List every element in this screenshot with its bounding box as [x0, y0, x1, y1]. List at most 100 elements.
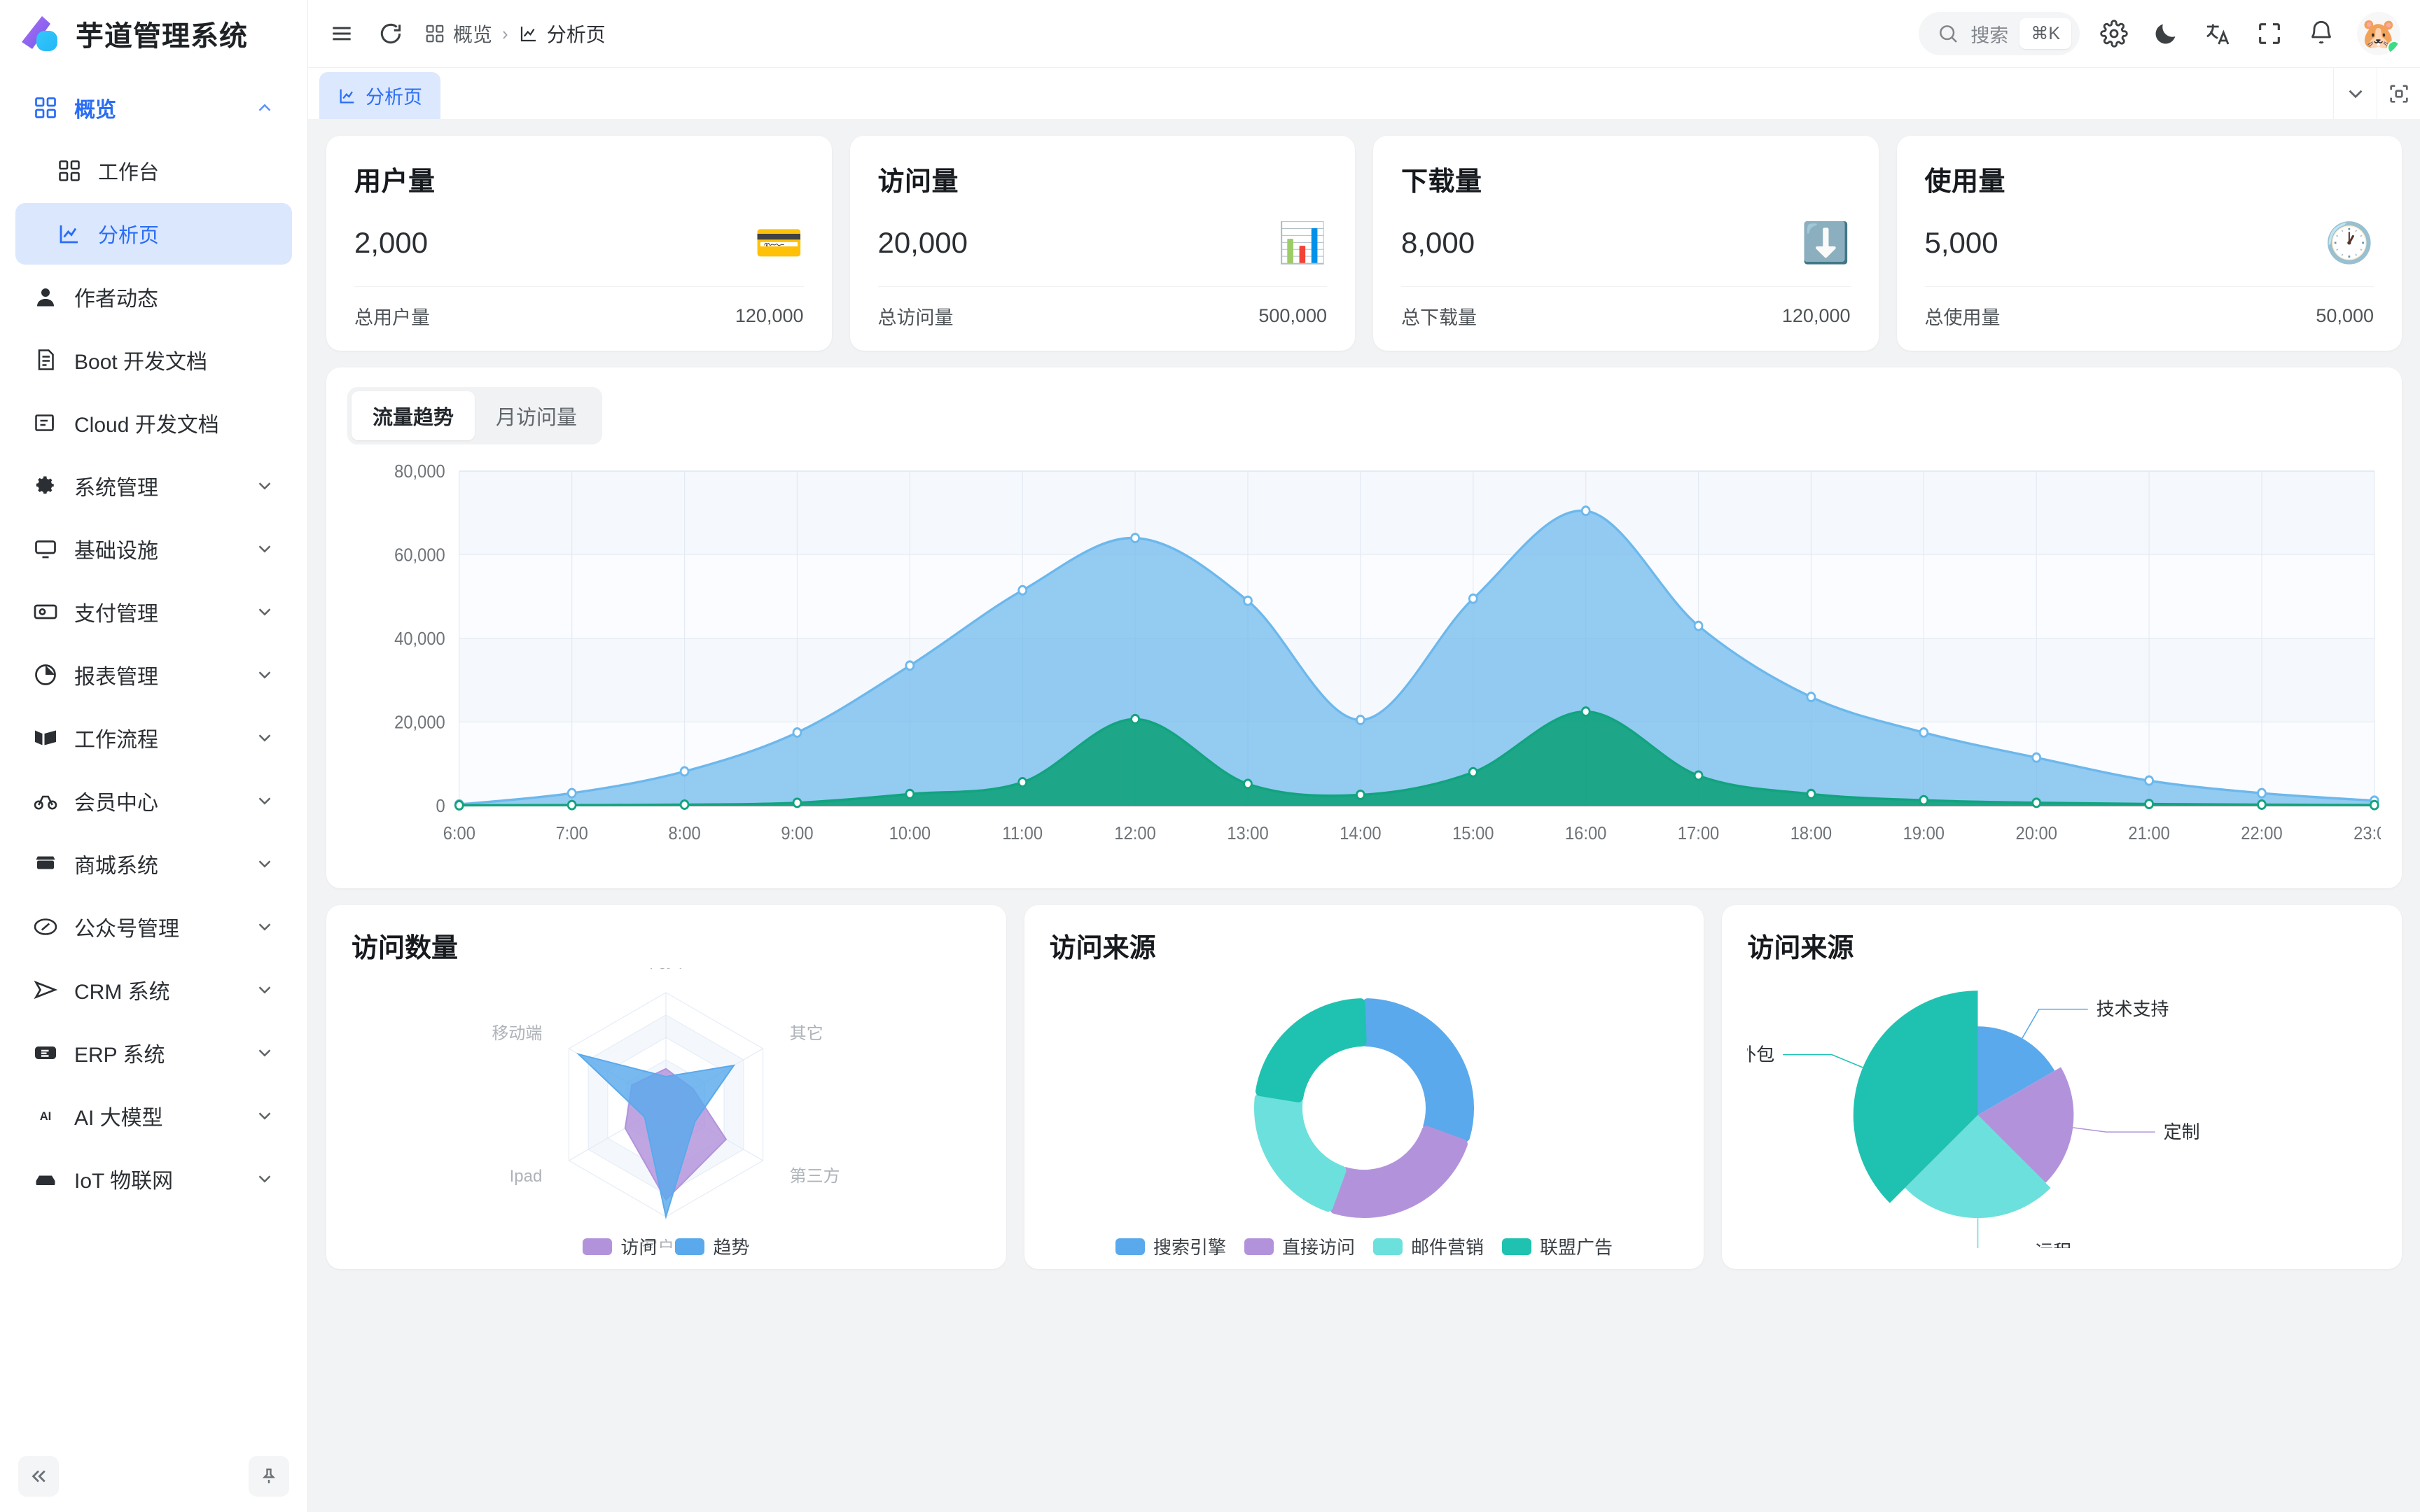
stat-title: 下载量 [1401, 167, 1482, 197]
sidebar-item-analysis[interactable]: 分析页 [15, 203, 292, 265]
sidebar-item-mall[interactable]: 商城系统 [15, 833, 292, 895]
rose-chart: 技术支持定制远程 外包 [1747, 965, 2377, 1252]
sidebar-item-infrastructure[interactable]: 基础设施 [15, 518, 292, 580]
svg-text:17:00: 17:00 [1678, 823, 1719, 844]
legend-label: 搜索引擎 [1153, 1237, 1226, 1258]
collapse-sidebar-button[interactable] [18, 1456, 59, 1497]
legend-swatch [675, 1238, 705, 1255]
breadcrumb-item-analysis[interactable]: 分析页 [518, 20, 606, 48]
stat-foot-value: 120,000 [735, 305, 804, 326]
sidebar-item-author[interactable]: 作者动态 [15, 266, 292, 328]
chevron-down-icon[interactable] [254, 979, 275, 1000]
moon-icon[interactable] [2150, 18, 2182, 50]
stat-value: 2,000 [354, 226, 429, 259]
refresh-icon[interactable] [375, 18, 406, 49]
tab-analysis[interactable]: 分析页 [319, 72, 440, 119]
chart-icon [340, 89, 354, 103]
sidebar-item-label: 会员中心 [74, 792, 158, 815]
sidebar-item-workflow[interactable]: 工作流程 [15, 707, 292, 769]
money-icon [32, 598, 59, 625]
monitor-icon [32, 536, 59, 562]
sidebar-item-crm[interactable]: CRM 系统 [15, 959, 292, 1021]
sidebar-item-ai[interactable]: AI AI 大模型 [15, 1085, 292, 1147]
sidebar-item-cloud-docs[interactable]: Cloud 开发文档 [15, 392, 292, 454]
donut-chart-card: 访问来源 搜索引擎 直接访问 [1024, 905, 1704, 1269]
sidebar-item-overview[interactable]: 概览 [15, 77, 292, 139]
sidebar-item-label: 分析页 [98, 225, 160, 247]
sidebar-item-workbench[interactable]: 工作台 [15, 140, 292, 202]
svg-text:第三方: 第三方 [790, 1167, 840, 1186]
legend-item[interactable]: 邮件营销 [1373, 1233, 1484, 1259]
hamburger-icon[interactable] [326, 18, 357, 49]
radar-chart: 网页其它第三方客户端Ipad移动端 [352, 965, 981, 1252]
donut-legend: 搜索引擎 直接访问 邮件营销 联盟广告 [1024, 1233, 1704, 1259]
svg-text:20:00: 20:00 [2016, 823, 2057, 844]
sidebar-item-member[interactable]: 会员中心 [15, 770, 292, 832]
maximize-icon[interactable] [2377, 68, 2420, 119]
bottom-cards-row: 访问数量 网页其它第三方客户端Ipad移动端 访问 趋势 [326, 905, 2402, 1269]
svg-text:定制: 定制 [2164, 1121, 2200, 1142]
main-area: 概览 › 分析页 搜索 ⌘K [308, 0, 2420, 1512]
fullscreen-icon[interactable] [2253, 18, 2286, 50]
sidebar-item-boot-docs[interactable]: Boot 开发文档 [15, 329, 292, 391]
svg-text:技术支持: 技术支持 [2096, 999, 2169, 1020]
svg-text:12:00: 12:00 [1114, 823, 1155, 844]
legend-item[interactable]: 直接访问 [1244, 1233, 1355, 1259]
brand[interactable]: 芋道管理系统 [0, 0, 307, 67]
chevron-down-icon[interactable] [254, 475, 275, 496]
legend-swatch [1502, 1238, 1532, 1255]
chevron-down-icon[interactable] [254, 853, 275, 874]
legend-item[interactable]: 联盟广告 [1502, 1233, 1613, 1259]
legend-swatch [583, 1238, 613, 1255]
svg-text:23:00: 23:00 [2353, 823, 2381, 844]
svg-text:Ipad: Ipad [510, 1167, 543, 1186]
credit-card-icon: 💳 [754, 220, 804, 265]
sidebar-item-report[interactable]: 报表管理 [15, 644, 292, 706]
svg-text:18:00: 18:00 [1790, 823, 1832, 844]
avatar[interactable]: 🐹 [2357, 12, 2400, 55]
sidebar-item-label: ERP 系统 [74, 1044, 165, 1067]
legend-item[interactable]: 搜索引擎 [1115, 1233, 1226, 1259]
gear-icon[interactable] [2098, 18, 2130, 50]
legend-item[interactable]: 趋势 [675, 1233, 749, 1259]
breadcrumb-item-overview[interactable]: 概览 [424, 20, 492, 48]
chevron-down-icon[interactable] [254, 727, 275, 748]
sidebar-item-system[interactable]: 系统管理 [15, 455, 292, 517]
tab-monthly-visits[interactable]: 月访问量 [496, 407, 578, 429]
search-placeholder: 搜索 [1970, 24, 2009, 46]
clock-icon: 🕐 [2325, 220, 2374, 265]
chevron-down-icon[interactable] [254, 1105, 275, 1126]
chevron-up-icon[interactable] [254, 97, 275, 118]
chevron-down-icon[interactable] [254, 1168, 275, 1189]
legend-item[interactable]: 访问 [583, 1233, 657, 1259]
chevron-down-icon[interactable] [254, 1042, 275, 1063]
erp-icon [32, 1040, 59, 1066]
svg-text:60,000: 60,000 [394, 545, 445, 566]
sidebar-item-payment[interactable]: 支付管理 [15, 581, 292, 643]
tab-traffic-trend[interactable]: 流量趋势 [352, 391, 475, 440]
chevron-down-icon[interactable] [254, 664, 275, 685]
search-input[interactable]: 搜索 ⌘K [1919, 12, 2080, 55]
sidebar-item-erp[interactable]: ERP 系统 [15, 1022, 292, 1084]
chevron-down-icon[interactable] [254, 601, 275, 622]
chart-icon [56, 220, 83, 247]
svg-text:网页: 网页 [649, 968, 683, 972]
legend-label: 联盟广告 [1540, 1237, 1613, 1258]
chevron-down-icon[interactable] [254, 916, 275, 937]
legend-swatch [1115, 1238, 1145, 1255]
chart-icon [520, 27, 536, 42]
chevron-down-icon[interactable] [2333, 68, 2377, 119]
sidebar-item-iot[interactable]: IoT 物联网 [15, 1148, 292, 1210]
pin-icon[interactable] [249, 1456, 289, 1497]
bell-icon[interactable] [2305, 18, 2337, 50]
legend-label: 直接访问 [1281, 1237, 1355, 1258]
pie-icon [32, 662, 59, 688]
translate-icon[interactable] [2202, 18, 2234, 50]
sidebar-item-mp[interactable]: 公众号管理 [15, 896, 292, 958]
chevron-down-icon[interactable] [254, 790, 275, 811]
radar-chart-card: 访问数量 网页其它第三方客户端Ipad移动端 访问 趋势 [326, 905, 1006, 1269]
sidebar-item-label: 系统管理 [74, 477, 158, 500]
chevron-down-icon[interactable] [254, 538, 275, 559]
radar-legend: 访问 趋势 [326, 1233, 1006, 1259]
area-chart: 0 20,000 40,000 60,000 80,000 6:00 7:00 8:00 9:0… [347, 456, 2381, 876]
